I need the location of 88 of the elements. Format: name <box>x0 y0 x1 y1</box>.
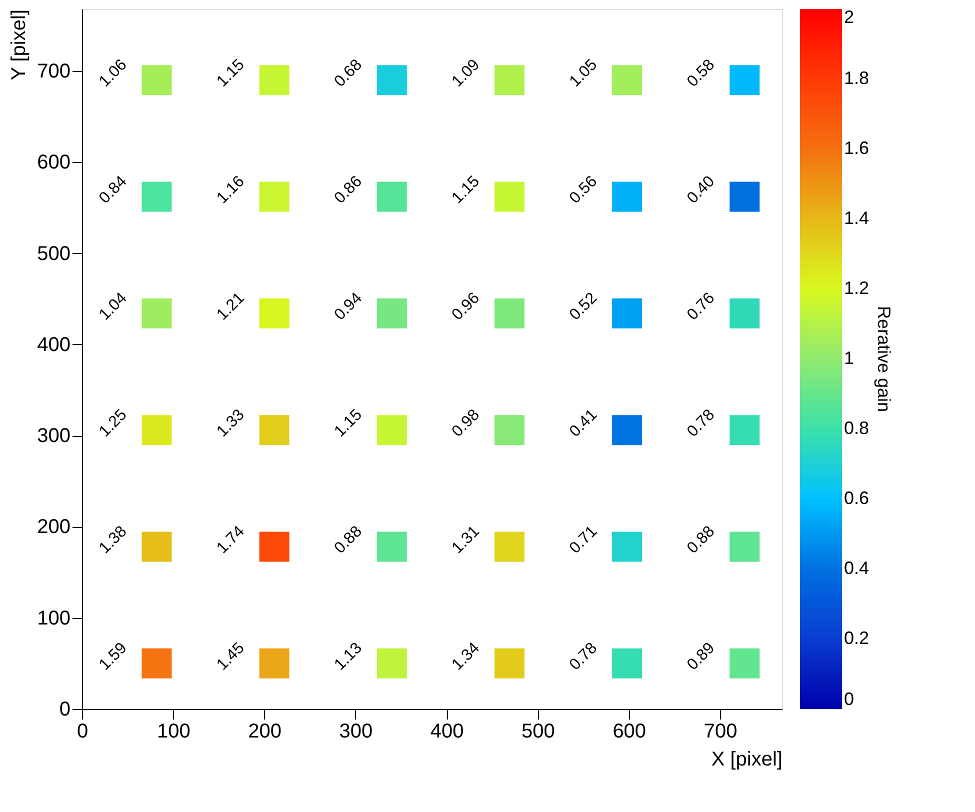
point <box>612 65 642 96</box>
x-tick-label: 400 <box>430 720 464 742</box>
x-tick-label: 500 <box>522 720 555 742</box>
color-bar-label: 0.8 <box>844 418 870 438</box>
point <box>142 415 172 446</box>
point <box>730 532 760 562</box>
x-axis-title: X [pixel] <box>711 748 782 770</box>
color-bar-label: 2 <box>844 7 854 27</box>
point <box>259 532 290 562</box>
annotation: 1.09 <box>448 56 484 90</box>
annotation: 0.58 <box>684 56 718 90</box>
point <box>612 182 642 212</box>
point <box>259 182 290 212</box>
annotation: 0.88 <box>331 522 366 558</box>
point <box>730 298 760 328</box>
y-tick-label: 400 <box>37 334 70 356</box>
y-tick-label: 700 <box>37 60 70 82</box>
x-tick-label: 200 <box>248 720 282 742</box>
point <box>730 182 760 212</box>
point <box>612 532 642 562</box>
annotation: 0.76 <box>684 290 718 324</box>
point <box>259 648 290 678</box>
x-tick-label: 700 <box>704 720 738 742</box>
y-tick-label: 100 <box>37 607 70 630</box>
x-tick-label: 300 <box>339 720 373 742</box>
x-tick-label: 0 <box>76 720 88 742</box>
point <box>730 415 760 446</box>
point <box>612 298 642 328</box>
y-tick-label: 0 <box>59 698 70 720</box>
annotation: 0.94 <box>331 290 366 324</box>
point <box>259 298 290 328</box>
point <box>376 298 407 328</box>
annotation: 0.41 <box>566 406 601 440</box>
y-tick-label: 500 <box>37 242 70 265</box>
y-tick-label: 200 <box>37 516 70 538</box>
point <box>494 648 524 678</box>
y-tick-label: 600 <box>37 152 70 174</box>
point <box>494 298 524 328</box>
color-bar-label: 0.2 <box>844 628 870 648</box>
annotation: 1.31 <box>448 522 484 558</box>
annotation: 1.59 <box>96 640 130 674</box>
point <box>142 182 172 212</box>
point <box>612 415 642 446</box>
color-bar-label: 1.4 <box>844 208 870 228</box>
point <box>376 182 407 212</box>
point <box>494 532 524 562</box>
color-bar-label: 1.8 <box>844 68 870 88</box>
annotation: 1.21 <box>214 290 248 324</box>
annotation: 0.56 <box>566 172 601 208</box>
point <box>730 65 760 96</box>
point <box>142 65 172 96</box>
color-bar-label: 0.6 <box>844 488 870 508</box>
point <box>612 648 642 678</box>
color-bar-label: 0 <box>844 689 854 709</box>
color-bar-title: Rerative gain <box>874 306 894 412</box>
point <box>376 415 407 446</box>
annotation: 0.68 <box>331 56 366 90</box>
point <box>376 648 407 678</box>
color-bar-label: 1.6 <box>844 138 870 158</box>
point <box>142 648 172 678</box>
annotation: 0.40 <box>684 172 718 208</box>
color-bar-label: 1 <box>844 348 854 368</box>
y-tick-label: 300 <box>37 425 70 448</box>
point <box>730 648 760 678</box>
y-axis-title: Y [pixel] <box>8 10 30 80</box>
point <box>142 532 172 562</box>
annotation: 0.86 <box>331 172 366 208</box>
annotation: 0.78 <box>566 640 601 674</box>
annotation: 0.78 <box>684 406 718 440</box>
point <box>494 182 524 212</box>
annotation: 0.96 <box>448 290 484 324</box>
color-bar-label: 1.2 <box>844 278 870 298</box>
color-bar-label: 0.4 <box>844 558 870 578</box>
annotation: 0.71 <box>566 522 601 558</box>
point <box>142 298 172 328</box>
x-tick-label: 100 <box>156 720 190 742</box>
point <box>259 415 290 446</box>
annotation: 0.89 <box>684 640 718 674</box>
annotation: 0.88 <box>684 522 718 558</box>
annotation: 0.52 <box>566 290 601 324</box>
annotation: 0.98 <box>448 406 484 440</box>
point <box>376 65 407 96</box>
point <box>376 532 407 562</box>
point <box>494 415 524 446</box>
point <box>494 65 524 96</box>
point <box>259 65 290 96</box>
annotation: 0.84 <box>96 172 130 208</box>
x-tick-label: 600 <box>612 720 646 742</box>
